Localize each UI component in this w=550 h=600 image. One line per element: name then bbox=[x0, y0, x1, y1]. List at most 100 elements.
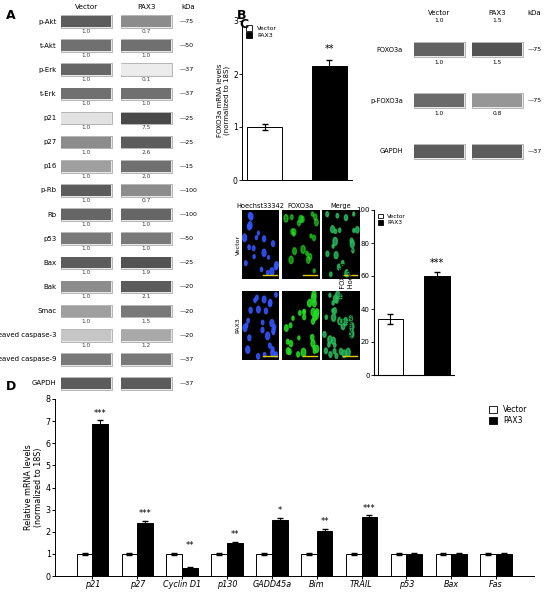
Circle shape bbox=[336, 214, 338, 218]
Bar bbox=[62, 88, 111, 100]
Text: p21: p21 bbox=[43, 115, 56, 121]
Circle shape bbox=[329, 272, 332, 277]
Circle shape bbox=[323, 332, 326, 337]
Bar bbox=[414, 43, 465, 57]
Circle shape bbox=[275, 292, 277, 297]
Bar bbox=[182, 568, 198, 576]
Text: 1.0: 1.0 bbox=[82, 29, 91, 34]
Circle shape bbox=[248, 335, 251, 341]
Text: p27: p27 bbox=[43, 139, 56, 145]
Circle shape bbox=[272, 328, 275, 334]
Bar bbox=[62, 137, 111, 148]
Circle shape bbox=[307, 299, 311, 307]
Text: 1.0: 1.0 bbox=[142, 101, 151, 106]
Text: —37: —37 bbox=[180, 67, 194, 72]
Text: —37: —37 bbox=[527, 149, 542, 154]
Bar bbox=[122, 305, 172, 317]
Circle shape bbox=[324, 348, 327, 353]
Circle shape bbox=[333, 349, 336, 353]
Bar bbox=[121, 136, 172, 148]
Circle shape bbox=[249, 213, 253, 220]
Bar bbox=[121, 112, 172, 124]
Circle shape bbox=[336, 298, 338, 303]
Circle shape bbox=[248, 222, 252, 229]
Circle shape bbox=[303, 310, 305, 313]
Circle shape bbox=[332, 301, 334, 305]
Text: GAPDH: GAPDH bbox=[31, 380, 56, 386]
Bar bbox=[211, 554, 227, 576]
Circle shape bbox=[326, 212, 328, 217]
Bar bbox=[121, 88, 172, 100]
Circle shape bbox=[243, 325, 247, 331]
Bar bbox=[346, 554, 361, 576]
Circle shape bbox=[350, 331, 354, 337]
Text: Smac: Smac bbox=[37, 308, 56, 314]
Circle shape bbox=[350, 238, 353, 243]
Bar bbox=[61, 40, 112, 52]
Circle shape bbox=[324, 348, 327, 353]
Text: p53: p53 bbox=[43, 236, 56, 242]
Text: 1.0: 1.0 bbox=[82, 53, 91, 58]
Circle shape bbox=[298, 221, 300, 226]
Text: **: ** bbox=[186, 541, 194, 550]
Circle shape bbox=[249, 307, 252, 313]
Circle shape bbox=[329, 293, 331, 297]
Circle shape bbox=[323, 331, 326, 337]
Circle shape bbox=[253, 255, 255, 259]
Bar bbox=[121, 377, 172, 390]
Circle shape bbox=[247, 319, 249, 323]
Circle shape bbox=[328, 336, 332, 344]
Text: 1.0: 1.0 bbox=[142, 246, 151, 251]
Circle shape bbox=[342, 350, 346, 358]
Bar bbox=[62, 354, 111, 365]
Circle shape bbox=[293, 232, 295, 236]
Circle shape bbox=[287, 348, 290, 354]
Bar bbox=[472, 145, 522, 158]
Circle shape bbox=[274, 264, 277, 269]
Text: 1.0: 1.0 bbox=[82, 125, 91, 130]
Circle shape bbox=[272, 241, 274, 247]
Circle shape bbox=[310, 234, 312, 238]
Text: 1.9: 1.9 bbox=[142, 270, 151, 275]
Circle shape bbox=[329, 352, 332, 358]
Bar bbox=[414, 43, 464, 56]
Circle shape bbox=[287, 339, 289, 344]
Bar bbox=[414, 144, 465, 158]
Circle shape bbox=[306, 257, 310, 263]
Circle shape bbox=[315, 345, 318, 352]
Circle shape bbox=[350, 323, 354, 330]
Bar bbox=[122, 64, 172, 76]
Text: 1.0: 1.0 bbox=[82, 246, 91, 251]
Circle shape bbox=[346, 348, 350, 356]
Circle shape bbox=[350, 238, 353, 243]
Circle shape bbox=[268, 343, 271, 348]
Text: FOXO3a: FOXO3a bbox=[377, 47, 403, 53]
Text: GAPDH: GAPDH bbox=[379, 148, 403, 154]
Circle shape bbox=[301, 216, 304, 223]
Circle shape bbox=[333, 349, 336, 354]
Circle shape bbox=[269, 301, 272, 306]
Text: 1.5: 1.5 bbox=[493, 60, 502, 65]
Circle shape bbox=[301, 348, 306, 356]
Text: C: C bbox=[239, 18, 249, 31]
Text: 1.0: 1.0 bbox=[434, 111, 444, 116]
Bar bbox=[121, 15, 172, 28]
Circle shape bbox=[325, 315, 327, 319]
Circle shape bbox=[298, 336, 300, 340]
Text: ***: *** bbox=[430, 258, 444, 268]
Circle shape bbox=[356, 227, 359, 233]
Circle shape bbox=[350, 241, 354, 247]
Bar bbox=[472, 43, 522, 56]
Circle shape bbox=[289, 341, 293, 347]
Circle shape bbox=[338, 317, 342, 325]
Text: —75: —75 bbox=[527, 47, 541, 52]
Circle shape bbox=[334, 252, 338, 259]
Text: Bax: Bax bbox=[43, 260, 56, 266]
Y-axis label: Relative mRNA levels
(normalized to 18S): Relative mRNA levels (normalized to 18S) bbox=[24, 445, 43, 530]
Circle shape bbox=[329, 293, 331, 297]
Circle shape bbox=[334, 295, 337, 302]
Bar bbox=[61, 64, 112, 76]
Bar bbox=[62, 64, 111, 76]
Text: kDa: kDa bbox=[181, 4, 195, 10]
Circle shape bbox=[245, 323, 248, 328]
